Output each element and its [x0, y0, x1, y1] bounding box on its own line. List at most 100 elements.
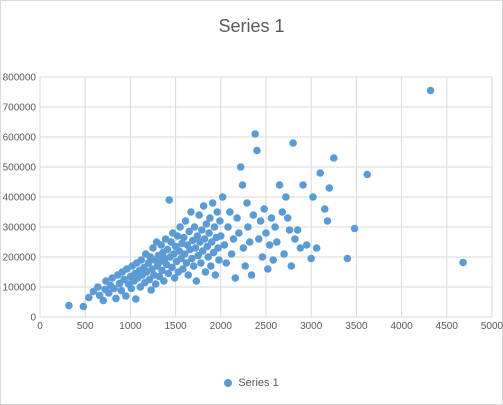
scatter-point: [110, 284, 118, 293]
legend-marker-icon: [224, 379, 233, 388]
scatter-point: [204, 253, 212, 261]
scatter-point: [144, 259, 153, 267]
scatter-point: [273, 238, 281, 246]
y-tick-label: 400000: [3, 193, 37, 204]
scatter-point: [267, 214, 276, 222]
scatter-point: [206, 214, 214, 222]
scatter-point: [316, 169, 325, 177]
y-tick-label: 500000: [3, 163, 37, 174]
scatter-point: [214, 244, 222, 252]
scatter-point: [79, 302, 88, 311]
scatter-point: [363, 170, 372, 179]
scatter-point: [199, 202, 208, 210]
scatter-point: [205, 229, 213, 237]
scatter-point: [168, 263, 176, 272]
scatter-point: [253, 146, 261, 155]
scatter-point: [132, 295, 140, 303]
scatter-point: [251, 130, 259, 138]
scatter-point: [229, 235, 238, 243]
x-tick-label: 4000: [390, 321, 413, 332]
scatter-point: [291, 235, 299, 243]
scatter-point: [181, 217, 190, 225]
x-tick-label: 1500: [164, 321, 187, 332]
scatter-point: [243, 199, 251, 207]
scatter-point: [293, 226, 302, 234]
scatter-point: [287, 262, 296, 270]
scatter-point: [245, 238, 254, 246]
scatter-point: [184, 271, 193, 279]
y-tick-label: 300000: [3, 223, 37, 234]
x-tick-label: 2500: [255, 321, 278, 332]
x-tick-label: 1000: [119, 321, 142, 332]
x-tick-label: 500: [77, 321, 94, 332]
y-axis-ticks: 0 100000 200000 300000 400000 500000 600000 700…: [3, 73, 37, 324]
scatter-point: [94, 283, 102, 291]
scatter-point: [190, 223, 199, 231]
x-axis-ticks: 0 500 1000 1500 2000 2500 3000 3500 4000 4500 5000: [37, 321, 503, 332]
scatter-point: [231, 274, 240, 282]
scatter-point: [320, 205, 329, 213]
scatter-point: [137, 256, 146, 264]
scatter-point: [158, 266, 166, 275]
scatter-point: [350, 224, 359, 233]
scatter-point: [197, 259, 205, 267]
scatter-point: [99, 296, 108, 305]
scatter-point: [217, 232, 225, 240]
scatter-point: [176, 223, 184, 231]
x-tick-label: 5000: [481, 321, 503, 332]
scatter-point: [289, 139, 297, 147]
legend-entry-label: Series 1: [238, 377, 279, 390]
scatter-point: [299, 181, 307, 189]
scatter-point: [216, 217, 224, 225]
scatter-point: [275, 181, 284, 189]
scatter-point: [278, 208, 287, 216]
scatter-point: [213, 208, 221, 216]
scatter-point: [179, 265, 187, 273]
scatter-point: [149, 244, 157, 252]
scatter-point: [147, 286, 155, 294]
scatter-point: [173, 232, 182, 240]
y-tick-label: 800000: [3, 73, 37, 84]
scatter-point: [193, 232, 202, 240]
scatter-point: [296, 244, 305, 252]
scatter-point: [163, 245, 172, 254]
y-tick-label: 700000: [3, 103, 37, 114]
scatter-point: [179, 233, 188, 242]
scatter-point: [254, 235, 263, 243]
scatter-point: [285, 226, 294, 234]
scatter-point: [104, 289, 113, 297]
scatter-point: [241, 262, 250, 270]
scatter-point: [227, 250, 236, 258]
scatter-point: [127, 284, 136, 293]
scatter-point: [180, 250, 189, 258]
scatter-point: [188, 254, 196, 263]
x-tick-label: 3000: [300, 321, 323, 332]
scatter-point: [239, 244, 248, 252]
scatter-point: [302, 241, 311, 249]
scatter-point: [459, 258, 467, 267]
scatter-point: [200, 235, 209, 243]
scatter-point: [157, 241, 165, 249]
scatter-point: [330, 154, 338, 162]
scatter-point: [309, 193, 317, 201]
scatter-point: [189, 262, 198, 270]
scatter-point: [192, 277, 201, 285]
scatter-point: [280, 250, 288, 258]
scatter-point: [264, 265, 272, 273]
scatter-point: [222, 259, 231, 267]
data-points: [65, 86, 467, 311]
scatter-point: [220, 241, 229, 249]
scatter-point: [185, 227, 193, 236]
scatter-point: [249, 211, 258, 219]
scatter-point: [85, 293, 93, 302]
scatter-point: [236, 163, 245, 171]
scatter-point: [202, 220, 211, 228]
scatter-point: [170, 274, 179, 282]
scatter-point: [343, 254, 352, 263]
scatter-point: [224, 223, 232, 231]
scatter-point: [201, 268, 210, 276]
scatter-point: [112, 294, 120, 303]
